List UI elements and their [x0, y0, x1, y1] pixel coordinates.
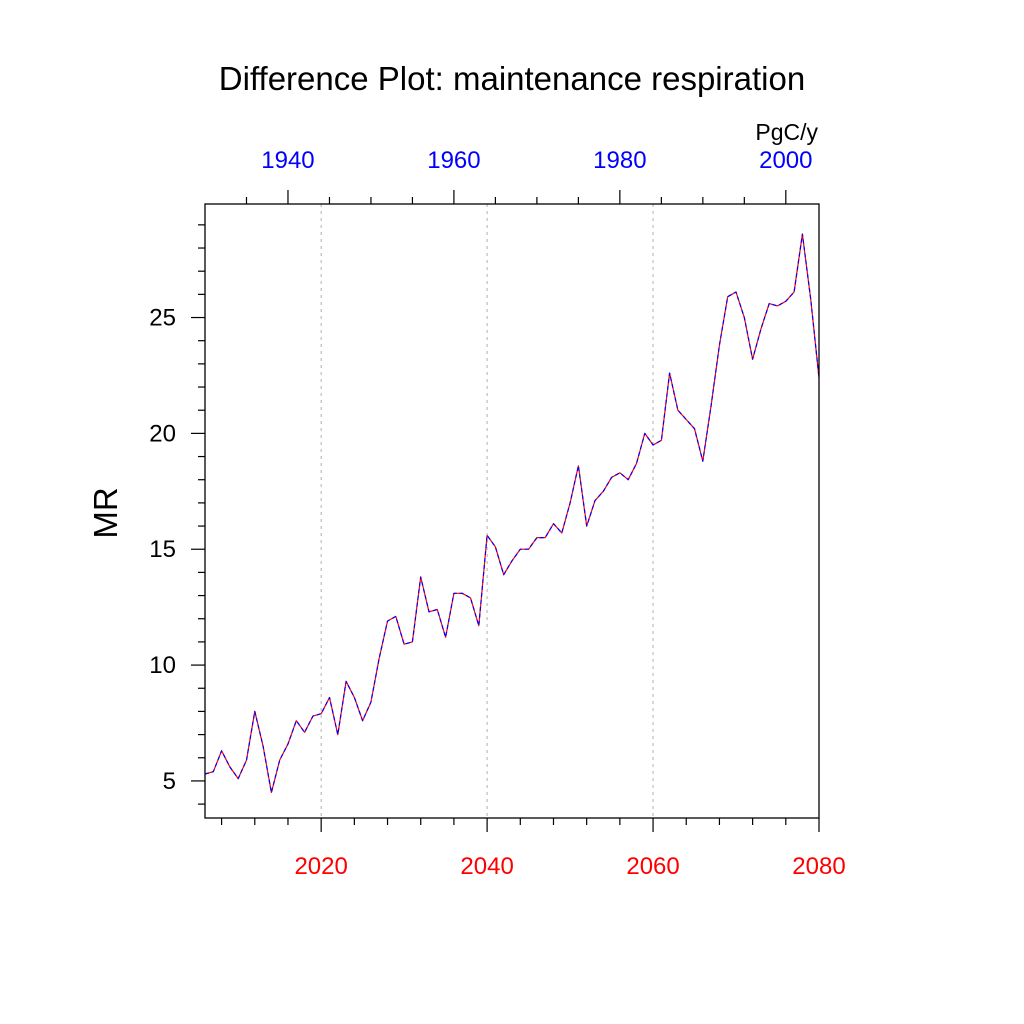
bottom-tick-label: 2040	[460, 853, 513, 880]
y-tick-label: 10	[149, 652, 176, 679]
y-tick-label: 25	[149, 305, 176, 332]
y-tick-label: 15	[149, 536, 176, 563]
top-tick-label: 1980	[593, 147, 646, 174]
top-tick-label: 2000	[759, 147, 812, 174]
top-tick-label: 1940	[261, 147, 314, 174]
y-tick-label: 5	[163, 768, 176, 795]
bottom-tick-label: 2020	[294, 853, 347, 880]
chart-title: Difference Plot: maintenance respiration	[219, 60, 805, 97]
y-axis-label: MR	[87, 487, 124, 538]
units-label: PgC/y	[755, 119, 818, 145]
y-tick-label: 20	[149, 420, 176, 447]
bottom-tick-label: 2080	[792, 853, 845, 880]
grid-lines	[320, 204, 654, 818]
data-series	[204, 233, 820, 794]
axis-tick-labels: 2020 2040 2060 2080 1940 1960 1980 2000 5 10 15 20 2…	[149, 147, 845, 880]
bottom-tick-label: 2060	[626, 853, 679, 880]
axis-ticks	[191, 190, 820, 832]
series-line-dashed	[204, 233, 820, 794]
top-tick-label: 1960	[427, 147, 480, 174]
series-line-solid	[204, 233, 820, 794]
plot-frame	[204, 203, 820, 819]
